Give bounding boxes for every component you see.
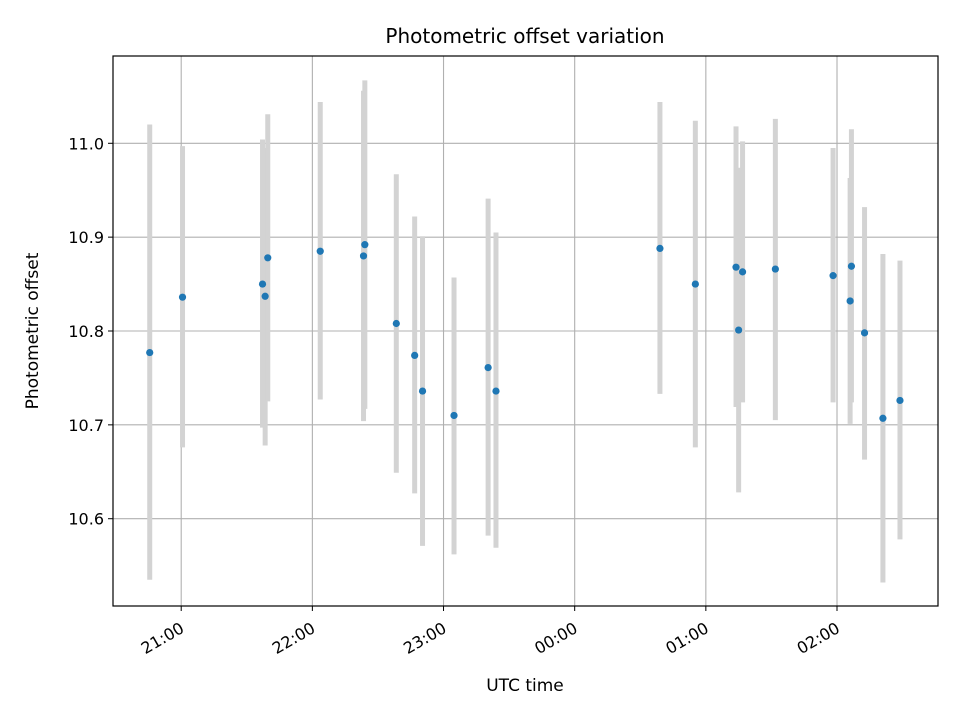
y-tick-label: 10.7: [68, 416, 104, 435]
data-point: [359, 252, 368, 260]
data-point: [879, 414, 887, 422]
data-point: [450, 411, 458, 420]
data-point: [846, 297, 854, 305]
data-point: [829, 272, 837, 280]
data-point: [418, 387, 427, 395]
data-point: [316, 247, 324, 255]
data-point: [847, 262, 856, 270]
data-point: [178, 293, 187, 301]
y-axis-ticks: 10.6 10.7 10.8 10.9 11.0: [68, 134, 113, 529]
data-point: [732, 263, 740, 271]
data-point: [484, 364, 492, 372]
data-point: [860, 329, 869, 337]
data-point: [896, 396, 904, 405]
y-tick-label: 10.9: [68, 228, 104, 247]
y-tick-label: 10.6: [68, 510, 104, 529]
chart-title: Photometric offset variation: [385, 24, 664, 48]
data-point: [361, 241, 369, 249]
data-point: [411, 351, 419, 360]
data-point: [771, 265, 779, 273]
data-point: [146, 348, 154, 357]
x-axis-label: UTC time: [486, 676, 564, 696]
data-point: [738, 268, 747, 276]
data-point: [261, 292, 269, 300]
data-point: [492, 387, 500, 395]
data-point: [258, 280, 267, 288]
data-point: [691, 280, 699, 288]
y-tick-label: 10.8: [68, 322, 104, 341]
grid: [113, 56, 938, 606]
y-tick-label: 11.0: [68, 134, 104, 153]
data-point: [392, 319, 400, 328]
data-point: [735, 326, 743, 334]
data-points: [146, 241, 904, 422]
data-point: [264, 254, 272, 262]
data-point: [656, 244, 664, 253]
y-axis-label: Photometric offset: [23, 252, 43, 409]
